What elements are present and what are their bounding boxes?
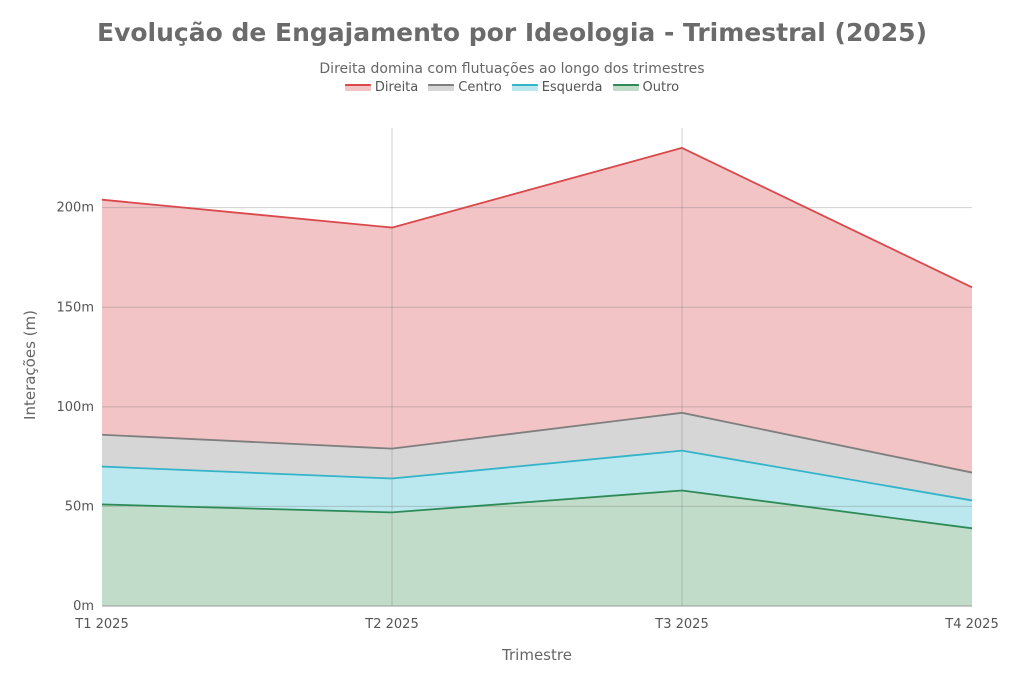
area-direita (102, 147, 972, 473)
legend-item-direita[interactable]: Direita (344, 80, 419, 95)
line-centro (101, 411, 973, 474)
line-esquerda (101, 449, 973, 502)
x-tick-label: T1 2025 (74, 617, 128, 632)
legend-item-centro[interactable]: Centro (428, 80, 502, 95)
line-outro (101, 489, 973, 530)
legend-label-centro: Centro (458, 80, 502, 95)
y-axis-title: Interações (m) (21, 310, 39, 420)
legend-swatch-centro (428, 84, 455, 91)
legend-label-esquerda: Esquerda (541, 80, 603, 95)
legend-swatch-direita (344, 84, 371, 91)
y-tick-label: 0m (73, 599, 94, 614)
legend-label-direita: Direita (374, 80, 419, 95)
y-tick-label: 100m (57, 400, 94, 415)
y-tick-label: 50m (65, 499, 94, 514)
area-outro (102, 490, 972, 606)
legend-label-outro: Outro (642, 80, 680, 95)
x-tick-label: T4 2025 (944, 617, 998, 632)
x-tick-label: T2 2025 (364, 617, 418, 632)
legend: Direita Centro Esquerda Outro (0, 80, 1024, 95)
chart-title: Evolução de Engajamento por Ideologia - … (97, 18, 927, 47)
legend-swatch-outro (612, 84, 639, 91)
legend-item-outro[interactable]: Outro (612, 80, 680, 95)
y-tick-label: 150m (57, 300, 94, 315)
y-tick-label: 200m (57, 201, 94, 216)
line-direita (101, 147, 973, 289)
legend-item-esquerda[interactable]: Esquerda (511, 80, 603, 95)
legend-swatch-esquerda (511, 84, 538, 91)
chart-subtitle: Direita domina com flutuações ao longo d… (319, 61, 705, 77)
x-axis-title: Trimestre (501, 646, 572, 664)
area-esquerda (102, 450, 972, 529)
x-tick-label: T3 2025 (654, 617, 708, 632)
area-centro (102, 412, 972, 501)
